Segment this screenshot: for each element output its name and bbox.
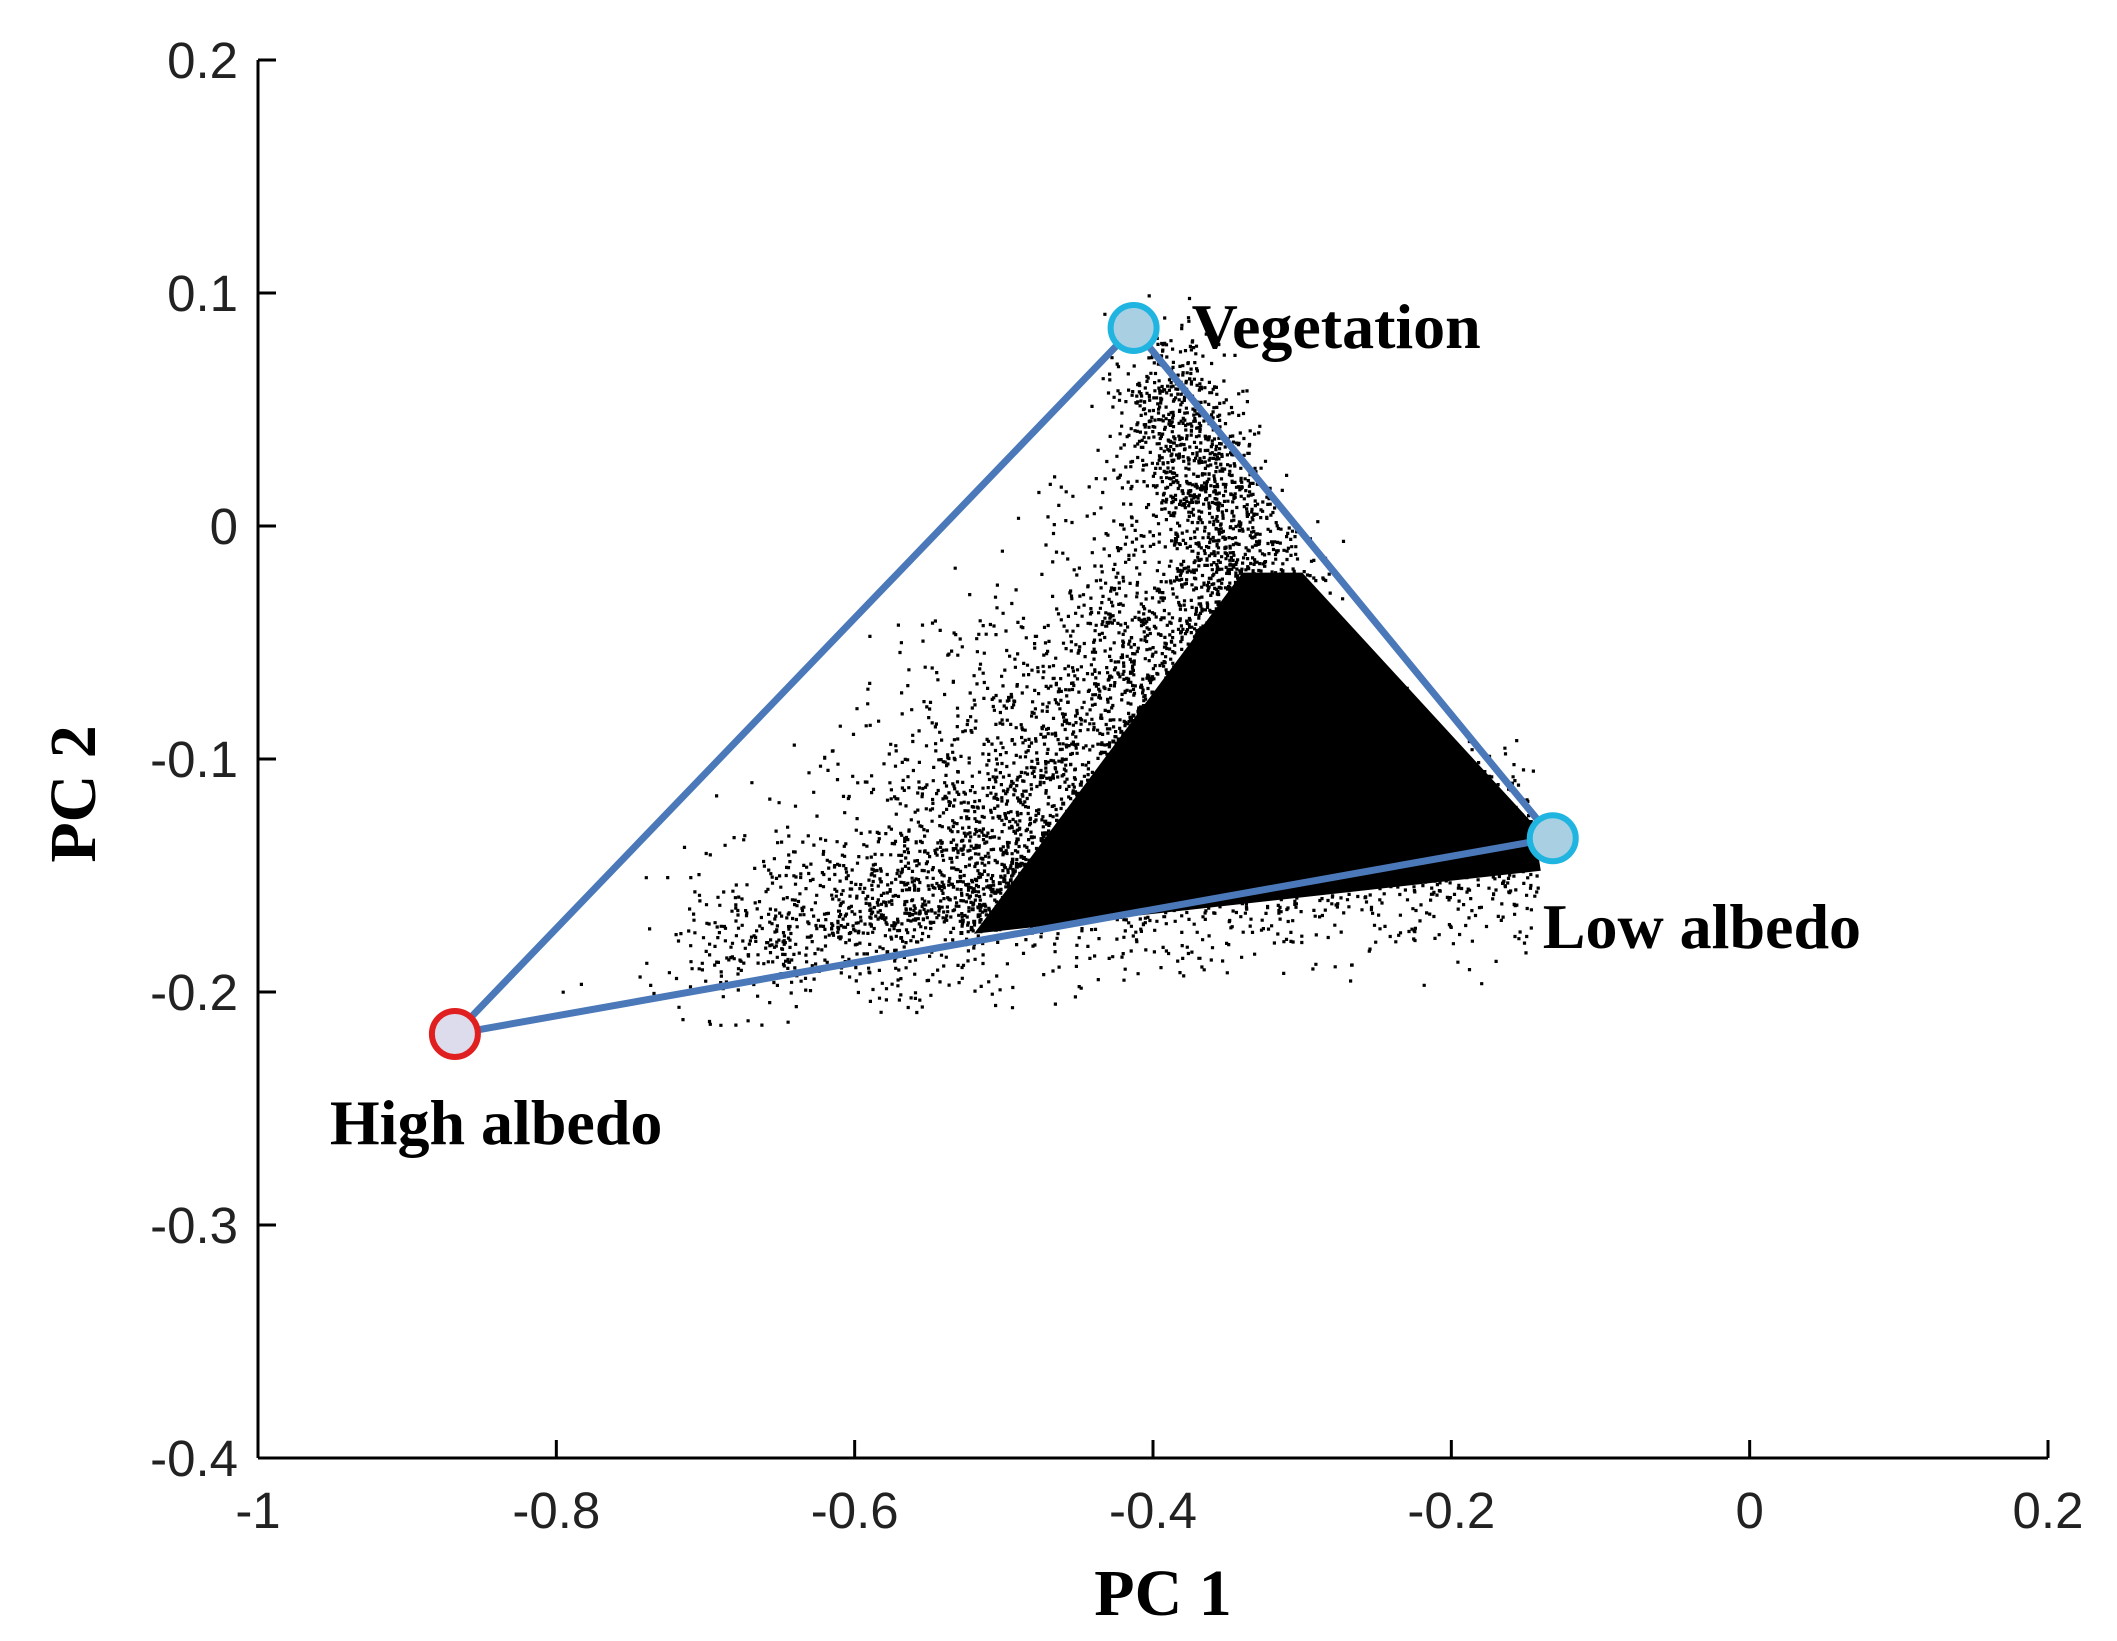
endmember-label: High albedo (330, 1087, 663, 1158)
endmember-marker (1526, 812, 1579, 865)
triangle-edge (451, 834, 1557, 1038)
endmember-label: Vegetation (1192, 291, 1481, 362)
scatter-points (561, 294, 1543, 1027)
triangle-edge (451, 324, 1138, 1038)
ticks: -1 -0.8 -0.6 -0.4 -0.2 0 0.2 -0.4 -0.3 -0.2 -0.1 0 0… (150, 32, 2083, 1539)
y-tick-label: 0.1 (167, 265, 238, 322)
y-tick-label: -0.4 (150, 1430, 238, 1487)
x-tick-label: -1 (235, 1482, 280, 1539)
y-tick-label: 0 (210, 498, 238, 555)
core-texture (959, 573, 1529, 935)
annotations: Vegetation Low albedo High albedo (330, 291, 1861, 1158)
y-tick-label: -0.3 (150, 1197, 238, 1254)
x-tick-label: 0.2 (2013, 1482, 2084, 1539)
x-tick-label: 0 (1735, 1482, 1763, 1539)
y-axis-title: PC 2 (37, 725, 110, 862)
endmember-label: Low albedo (1543, 891, 1861, 962)
x-tick-label: -0.8 (512, 1482, 600, 1539)
endmember-marker (1107, 301, 1160, 354)
triangle-edge (1130, 324, 1557, 842)
x-tick-label: -0.4 (1109, 1482, 1197, 1539)
y-tick-label: -0.2 (150, 964, 238, 1021)
y-tick-label: -0.1 (150, 731, 238, 788)
endmember-triangle (451, 324, 1557, 1038)
x-axis-title: PC 1 (1094, 1557, 1231, 1630)
endmember-markers (428, 301, 1579, 1060)
y-tick-label: 0.2 (167, 32, 238, 89)
x-tick-label: -0.6 (811, 1482, 899, 1539)
x-tick-label: -0.2 (1407, 1482, 1495, 1539)
endmember-marker (428, 1007, 481, 1060)
